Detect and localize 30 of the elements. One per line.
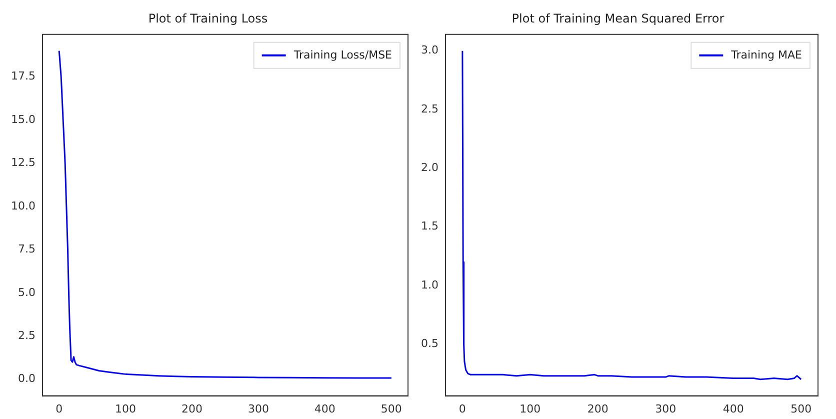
x-tick-label: 100 [115, 402, 136, 416]
x-tick-label: 400 [314, 402, 336, 416]
x-tick-label: 200 [182, 402, 203, 416]
x-tick-label: 200 [587, 402, 608, 416]
legend-label: Training MAE [730, 48, 802, 62]
y-tick-label: 12.5 [10, 156, 36, 170]
x-tick-label: 0 [458, 402, 466, 416]
y-tick-label: 10.0 [10, 199, 36, 212]
x-tick-label: 300 [248, 402, 269, 416]
chart-title: Plot of Training Mean Squared Error [512, 11, 724, 26]
y-tick-label: 3.0 [420, 44, 438, 57]
y-tick-label: 5.0 [18, 286, 36, 299]
y-tick-label: 15.0 [10, 112, 36, 126]
y-tick-label: 2.5 [420, 102, 438, 116]
x-tick-label: 0 [56, 402, 63, 416]
x-tick-label: 500 [790, 402, 812, 416]
x-tick-label: 500 [380, 402, 402, 416]
chart-title: Plot of Training Loss [148, 11, 268, 26]
legend-label: Training Loss/MSE [292, 48, 392, 62]
x-tick-label: 100 [520, 402, 541, 416]
y-tick-label: 1.0 [420, 278, 438, 292]
x-tick-label: 400 [722, 402, 744, 416]
y-tick-label: 0.0 [18, 372, 36, 386]
y-tick-label: 0.5 [420, 337, 438, 350]
y-tick-label: 7.5 [18, 242, 36, 256]
y-tick-label: 2.5 [18, 329, 36, 342]
y-tick-label: 2.0 [420, 161, 438, 174]
y-tick-label: 17.5 [10, 70, 36, 83]
y-tick-label: 1.5 [420, 220, 438, 233]
x-tick-label: 300 [655, 402, 676, 416]
